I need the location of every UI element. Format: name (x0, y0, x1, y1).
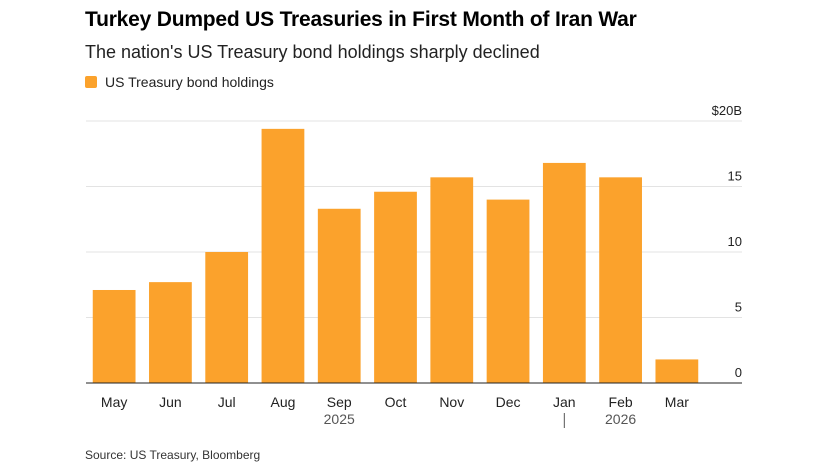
bar (486, 199, 530, 383)
legend-label: US Treasury bond holdings (105, 74, 274, 90)
bar (149, 282, 192, 383)
x-tick-label: Aug (270, 394, 295, 410)
year-label: 2025 (324, 411, 355, 427)
y-tick-label: 5 (735, 300, 742, 315)
x-tick-label: May (101, 394, 127, 410)
year-label: 2026 (605, 411, 636, 427)
y-tick-label: 0 (735, 365, 742, 380)
bar (655, 359, 699, 383)
y-tick-label: 15 (728, 169, 742, 184)
bar (92, 289, 136, 383)
source-note: Source: US Treasury, Bloomberg (85, 448, 261, 462)
x-tick-label: Jun (159, 394, 182, 410)
bar (430, 177, 474, 383)
x-tick-label: Jul (218, 394, 236, 410)
x-tick-label: Nov (439, 394, 464, 410)
bar (542, 162, 586, 383)
legend-swatch (85, 76, 97, 88)
x-tick-label: Dec (496, 394, 521, 410)
x-tick-label: Sep (327, 394, 352, 410)
bar (374, 191, 417, 383)
bar (599, 177, 642, 383)
bar (205, 252, 249, 383)
y-tick-label: 10 (728, 234, 742, 249)
x-tick-label: Mar (665, 394, 689, 410)
bar (317, 208, 361, 383)
y-tick-label: $20B (712, 103, 742, 118)
chart-title: Turkey Dumped US Treasuries in First Mon… (85, 8, 637, 31)
chart-subtitle: The nation's US Treasury bond holdings s… (85, 42, 540, 62)
legend: US Treasury bond holdings (85, 74, 274, 90)
x-tick-label: Jan (553, 394, 576, 410)
x-tick-label: Oct (385, 394, 407, 410)
bar (261, 128, 305, 383)
x-tick-label: Feb (609, 394, 633, 410)
